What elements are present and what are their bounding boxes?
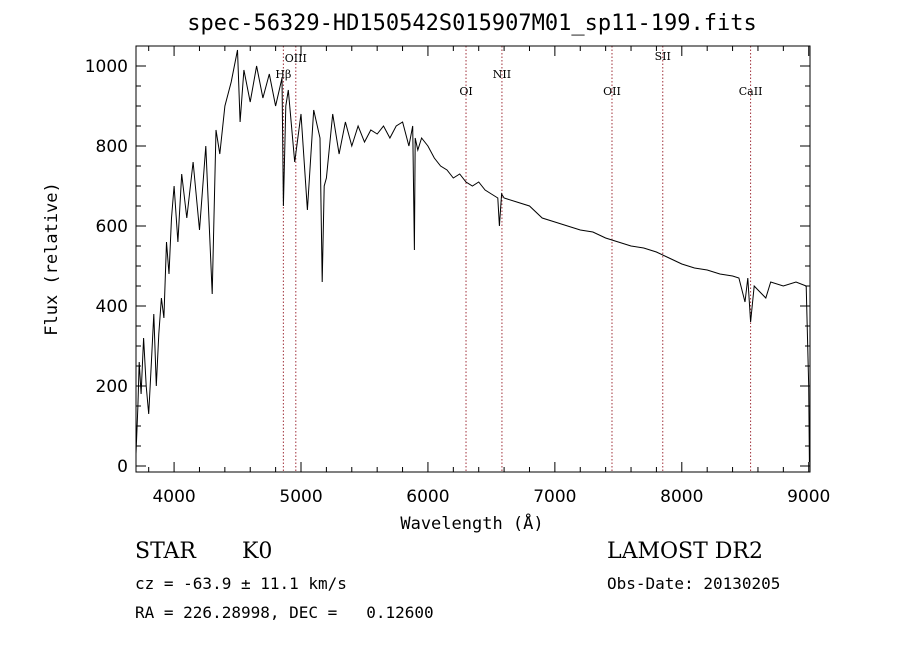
observation-date: Obs-Date: 20130205 bbox=[607, 574, 781, 593]
x-axis-label: Wavelength (Å) bbox=[400, 512, 543, 534]
line-label: NII bbox=[493, 68, 511, 81]
chart-title: spec-56329-HD150542S015907M01_sp11-199.f… bbox=[187, 11, 757, 36]
spectrum-series bbox=[135, 49, 810, 463]
series-line bbox=[135, 49, 810, 463]
y-tick-label: 0 bbox=[117, 457, 128, 477]
x-tick-label: 9000 bbox=[787, 487, 830, 507]
line-label: OI bbox=[459, 85, 472, 98]
x-tick-label: 4000 bbox=[152, 487, 195, 507]
plot-frame bbox=[135, 45, 811, 473]
x-tick-label: 5000 bbox=[279, 487, 322, 507]
survey-name: LAMOST DR2 bbox=[607, 539, 763, 564]
object-class: STAR bbox=[135, 539, 196, 564]
line-label: OIII bbox=[285, 52, 307, 65]
object-subclass: K0 bbox=[242, 539, 273, 564]
line-label: CaII bbox=[739, 85, 763, 98]
x-tick-label: 7000 bbox=[533, 487, 576, 507]
y-tick-label: 400 bbox=[96, 297, 128, 317]
y-tick-label: 1000 bbox=[85, 57, 128, 77]
y-tick-label: 800 bbox=[96, 137, 128, 157]
y-tick-label: 200 bbox=[96, 377, 128, 397]
line-label: Hβ bbox=[275, 68, 291, 81]
y-axis-label: Flux (relative) bbox=[42, 182, 62, 336]
coordinates: RA = 226.28998, DEC = 0.12600 bbox=[135, 603, 434, 622]
y-tick-label: 600 bbox=[96, 217, 128, 237]
emission-line-markers: Hβ OIII OI NII OII SII CaII bbox=[275, 46, 762, 472]
x-tick-label: 6000 bbox=[406, 487, 449, 507]
redshift-cz: cz = -63.9 ± 11.1 km/s bbox=[135, 574, 347, 593]
line-label: OII bbox=[603, 85, 621, 98]
axes: 4000 5000 6000 7000 8000 9000 0 200 400 600 800 100… bbox=[85, 46, 830, 507]
x-tick-label: 8000 bbox=[660, 487, 703, 507]
line-label: SII bbox=[655, 50, 671, 63]
